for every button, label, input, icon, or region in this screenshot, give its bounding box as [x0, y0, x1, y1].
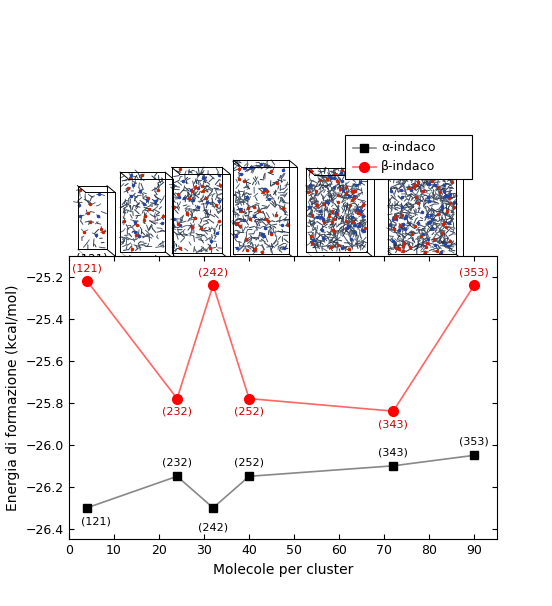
Text: (232): (232) [127, 255, 158, 268]
Text: (343): (343) [321, 255, 352, 268]
Text: (121): (121) [76, 253, 108, 265]
Text: 32: 32 [188, 268, 206, 281]
Text: (242): (242) [181, 256, 213, 270]
Text: (121): (121) [72, 264, 102, 273]
Text: (353): (353) [459, 268, 489, 278]
Text: (232): (232) [162, 458, 192, 468]
Text: (353): (353) [459, 437, 489, 447]
FancyBboxPatch shape [345, 135, 472, 179]
Text: 40: 40 [252, 268, 270, 281]
Text: (353): (353) [406, 258, 437, 270]
Text: (242): (242) [198, 268, 228, 278]
Text: (343): (343) [378, 419, 408, 430]
Text: 90: 90 [412, 268, 431, 281]
Text: (252): (252) [234, 458, 264, 468]
Text: 4: 4 [88, 264, 97, 277]
Text: β-indaco: β-indaco [381, 160, 436, 173]
Text: 24: 24 [134, 266, 152, 279]
Text: (242): (242) [198, 522, 228, 533]
Text: α-indaco: α-indaco [381, 141, 436, 154]
Y-axis label: Energia di formazione (kcal/mol): Energia di formazione (kcal/mol) [6, 284, 20, 511]
Text: (343): (343) [378, 447, 408, 458]
Text: 72: 72 [327, 266, 346, 279]
Text: (252): (252) [246, 258, 277, 270]
X-axis label: Molecole per cluster: Molecole per cluster [213, 563, 353, 577]
Text: (121): (121) [81, 516, 111, 526]
Text: (252): (252) [234, 407, 264, 417]
Text: (232): (232) [162, 407, 192, 417]
